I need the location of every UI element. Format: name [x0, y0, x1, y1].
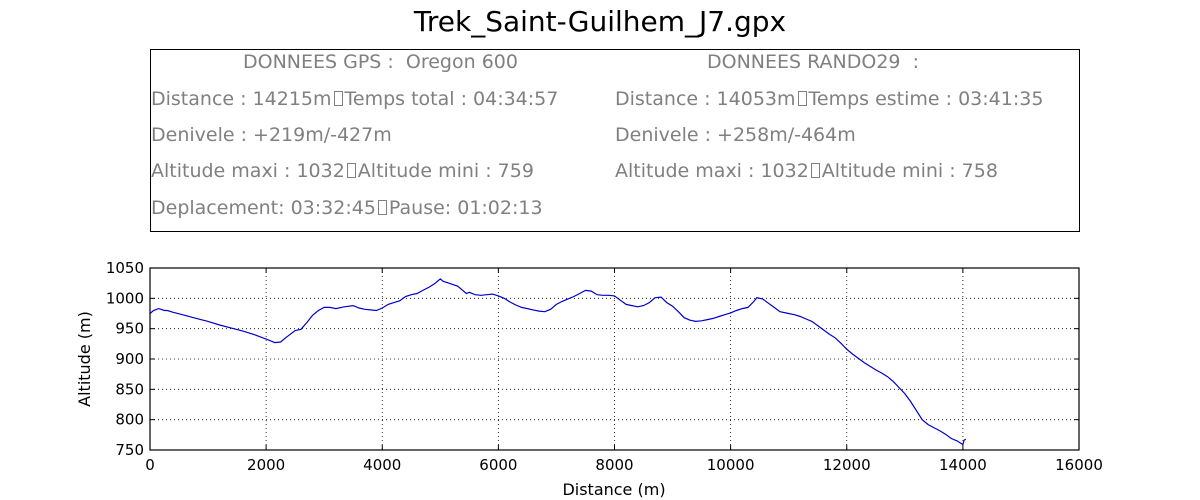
gps-distance: Distance : 14215m [151, 88, 332, 110]
altitude-series-line [149, 278, 967, 446]
y-axis-label: Altitude (m) [75, 311, 94, 407]
gps-altitude-min: Altitude mini : 759 [357, 160, 534, 182]
separator-glyph [797, 91, 807, 106]
y-tick-label: 800 [115, 411, 144, 429]
rando-estimated-time: Temps estime : 03:41:35 [808, 88, 1044, 110]
x-tick-label: 2000 [247, 456, 285, 474]
separator-glyph [377, 200, 387, 215]
x-tick-label: 8000 [595, 456, 633, 474]
gps-altitude-max: Altitude maxi : 1032 [151, 160, 345, 182]
rando-altitude-line: Altitude maxi : 1032 Altitude mini : 758 [615, 159, 998, 183]
rando-elevation-change: Denivele : +258m/-464m [615, 124, 856, 146]
x-tick-label: 12000 [823, 456, 871, 474]
y-tick-label: 950 [115, 320, 144, 338]
x-tick-label: 10000 [707, 456, 755, 474]
gps-header: DONNEES GPS : Oregon 600 [243, 51, 518, 73]
grid-lines [150, 268, 1079, 450]
y-tick-label: 900 [115, 350, 144, 368]
rando-altitude-min: Altitude mini : 758 [821, 160, 998, 182]
separator-glyph [810, 163, 820, 178]
x-tick-label: 6000 [479, 456, 517, 474]
rando-altitude-max: Altitude maxi : 1032 [615, 160, 809, 182]
info-panel: DONNEES GPS : Oregon 600 DONNEES RANDO29… [150, 49, 1080, 232]
gps-total-time: Temps total : 04:34:57 [344, 88, 559, 110]
y-tick-label: 1050 [106, 259, 144, 277]
gps-pause-time: Pause: 01:02:13 [388, 197, 543, 219]
x-tick-label: 14000 [939, 456, 987, 474]
gps-moving-line: Deplacement: 03:32:45 Pause: 01:02:13 [151, 196, 543, 220]
axis-ticks: 0 2000 4000 6000 8000 10000 12000 14000 16000 750… [106, 259, 1103, 474]
separator-glyph [346, 163, 356, 178]
gps-elevation-change: Denivele : +219m/-427m [151, 124, 392, 146]
rando-header: DONNEES RANDO29 : [707, 51, 920, 73]
rando-distance-line: Distance : 14053m Temps estime : 03:41:35 [615, 87, 1043, 111]
x-axis-label: Distance (m) [562, 480, 665, 499]
chart-title: Trek_Saint-Guilhem_J7.gpx [413, 5, 787, 38]
x-tick-label: 0 [145, 456, 155, 474]
y-tick-label: 850 [115, 380, 144, 398]
gps-moving-time: Deplacement: 03:32:45 [151, 197, 376, 219]
x-tick-label: 4000 [363, 456, 401, 474]
x-tick-label: 16000 [1055, 456, 1103, 474]
gps-altitude-line: Altitude maxi : 1032 Altitude mini : 759 [151, 159, 534, 183]
y-tick-label: 1000 [106, 289, 144, 307]
rando-distance: Distance : 14053m [615, 88, 796, 110]
separator-glyph [333, 91, 343, 106]
gps-distance-line: Distance : 14215m Temps total : 04:34:57 [151, 87, 558, 111]
y-tick-label: 750 [115, 441, 144, 459]
